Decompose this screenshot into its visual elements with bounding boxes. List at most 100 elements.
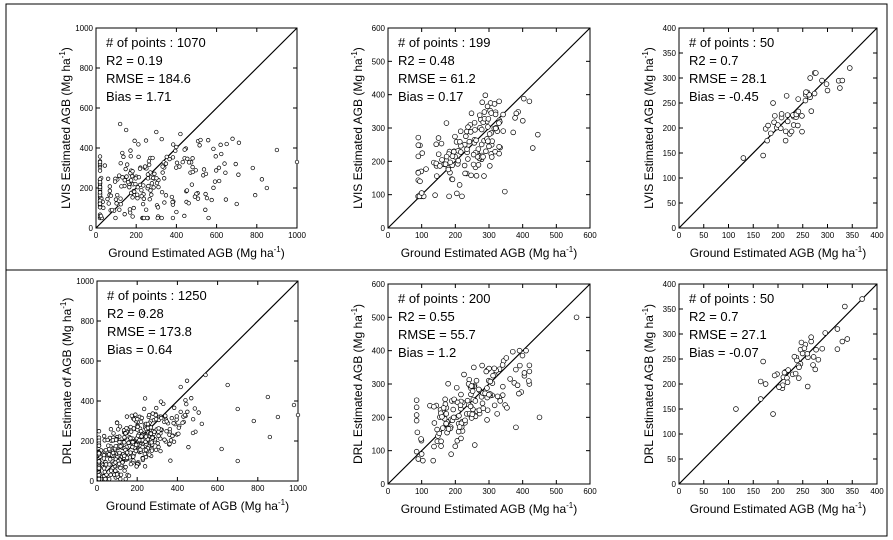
data-point — [211, 146, 216, 152]
data-point — [808, 334, 814, 340]
data-point — [149, 192, 154, 197]
data-point — [134, 464, 139, 469]
data-point — [462, 170, 468, 177]
data-point — [133, 181, 138, 187]
data-point — [458, 435, 464, 442]
data-point — [131, 426, 136, 431]
data-point — [199, 421, 204, 427]
data-point — [216, 165, 222, 170]
data-point — [449, 176, 456, 183]
data-point — [467, 403, 474, 410]
data-point — [431, 403, 437, 410]
data-point — [842, 303, 848, 310]
one-to-one-line — [387, 283, 591, 485]
data-point — [107, 184, 112, 189]
y-tick-label: 200 — [663, 380, 677, 389]
data-point — [494, 411, 500, 417]
data-point — [156, 184, 161, 190]
data-point — [517, 362, 523, 369]
data-point — [144, 207, 149, 212]
data-point — [236, 140, 242, 145]
data-point — [762, 381, 769, 387]
data-point — [109, 207, 115, 213]
stat-line: Bias = 1.71 — [106, 89, 171, 104]
stat-line: # of points : 200 — [398, 291, 491, 306]
data-point — [796, 375, 802, 381]
scatter-panel-1: 0 200 400 600 800 1000 0 200 400 600 800 1000 # of p… — [58, 24, 306, 260]
data-point — [479, 99, 485, 106]
data-point — [164, 429, 169, 434]
data-point — [483, 368, 489, 375]
data-point — [438, 443, 444, 449]
data-point — [470, 151, 477, 158]
data-point — [142, 464, 148, 469]
x-tick-label: 200 — [131, 484, 145, 493]
y-tick-label: 100 — [663, 430, 677, 439]
data-point — [472, 398, 479, 404]
y-tick-label: 200 — [372, 157, 386, 166]
data-point — [122, 440, 127, 445]
data-point — [839, 338, 846, 345]
y-tick-label: 50 — [667, 455, 676, 464]
data-point — [491, 101, 498, 107]
data-point — [96, 429, 102, 434]
data-point — [164, 419, 169, 424]
data-point — [781, 369, 788, 376]
data-point — [469, 411, 476, 418]
data-point — [176, 425, 181, 430]
y-tick-label: 800 — [81, 317, 95, 326]
data-point — [473, 137, 479, 144]
y-tick-label: 0 — [89, 224, 94, 233]
data-point — [156, 433, 161, 438]
data-point — [148, 188, 153, 193]
data-point — [219, 446, 224, 452]
data-point — [512, 115, 518, 121]
data-point — [173, 148, 178, 153]
data-point — [167, 156, 172, 162]
data-point — [167, 441, 172, 447]
stat-line: # of points : 50 — [689, 35, 774, 50]
x-tick-label: 800 — [251, 484, 265, 493]
y-tick-label: 150 — [663, 149, 677, 158]
data-point — [771, 119, 777, 125]
plot-frame — [96, 280, 299, 482]
data-point — [521, 95, 527, 102]
data-point — [224, 141, 229, 147]
data-point — [804, 383, 811, 390]
y-tick-label: 600 — [372, 24, 386, 33]
data-point — [526, 98, 533, 105]
data-point — [107, 188, 112, 193]
data-point — [466, 138, 473, 145]
data-point — [186, 445, 191, 450]
data-point — [236, 172, 241, 177]
data-point — [135, 192, 140, 197]
data-point — [438, 438, 444, 445]
data-point — [484, 385, 490, 391]
y-tick-label: 300 — [372, 380, 386, 389]
data-point — [526, 368, 533, 375]
data-point — [438, 140, 445, 147]
data-point — [783, 93, 790, 99]
data-point — [294, 159, 300, 165]
y-tick-label: 200 — [81, 437, 95, 446]
scatter-panel-2: 0 100 200 300 400 500 600 0 100 200 300 400 500 600 # … — [350, 24, 597, 260]
x-tick-label: 200 — [449, 231, 463, 240]
data-point — [443, 153, 450, 160]
data-point — [439, 157, 445, 163]
x-tick-label: 0 — [386, 231, 391, 240]
data-point — [433, 173, 440, 179]
data-point — [807, 75, 813, 81]
data-point — [123, 127, 129, 133]
x-axis-label: Ground Estimated AGB (Mg ha-1) — [690, 501, 867, 516]
data-point — [158, 399, 164, 404]
data-point — [844, 336, 851, 342]
data-point — [757, 396, 764, 402]
data-point — [500, 383, 506, 390]
x-tick-label: 0 — [677, 231, 682, 240]
data-point — [167, 426, 173, 432]
data-point — [162, 200, 167, 205]
data-point — [799, 113, 805, 119]
data-point — [150, 155, 155, 161]
data-point — [233, 161, 238, 167]
y-tick-label: 300 — [663, 330, 677, 339]
